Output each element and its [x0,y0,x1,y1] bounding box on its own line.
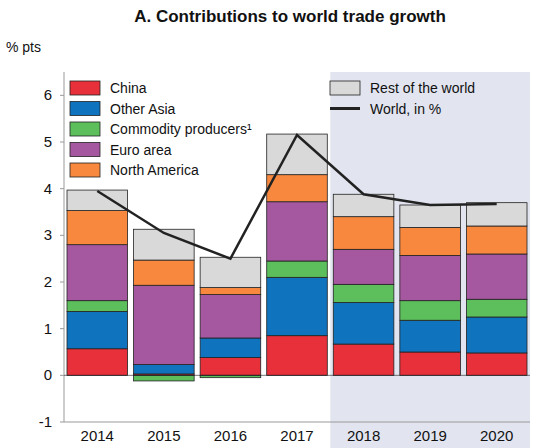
y-label: % pts [6,39,41,55]
y-tick-label: 0 [44,366,52,383]
bar-segment [267,175,328,202]
plot [67,134,527,381]
x-tick-label: 2014 [81,427,114,444]
bar-segment [400,227,461,255]
legend-label: North America [110,162,199,178]
legend-label: Commodity producers¹ [110,121,252,137]
bar-segment [267,336,328,376]
y-tick-label: 2 [44,273,52,290]
bar-segment [200,257,261,287]
legend-swatch [330,81,360,95]
bar-segment [333,284,394,302]
x-tick-label: 2016 [214,427,247,444]
y-tick-label: -1 [39,413,52,430]
projection-shade [330,72,530,448]
y-tick-label: 6 [44,86,52,103]
zero-line [64,375,530,376]
y-tick [60,328,64,329]
y-axis [64,72,65,422]
bar-segment [67,311,128,348]
legend-swatch [70,102,100,116]
x-tick-label: 2017 [280,427,313,444]
line-series [97,135,496,259]
y-tick [60,95,64,96]
x-axis [64,422,530,423]
x-tick-label: 2019 [413,427,446,444]
y-tick [60,235,64,236]
bar-segment [400,352,461,375]
y-tick-label: 4 [44,180,52,197]
bar-segment [466,203,527,226]
bar-segment [267,261,328,277]
legend-swatch [70,122,100,136]
y-tick-label: 3 [44,226,52,243]
bar-segment [400,255,461,300]
bar-segment [333,303,394,345]
bar-segment [400,205,461,227]
bar-segment [333,344,394,375]
bar-segment [466,254,527,299]
y-tick [60,142,64,143]
x-tick-label: 2018 [347,427,380,444]
legend-label: Euro area [110,142,172,158]
bar-segment [267,277,328,335]
legend-swatch [70,163,100,177]
x-tick-label: 2015 [147,427,180,444]
bar-segment [67,349,128,376]
bar-segment [200,338,261,358]
bar-segment [134,260,195,285]
legend-line [330,107,360,110]
bar-segment [134,285,195,364]
bar-segment [267,202,328,261]
y-tick-label: 1 [44,320,52,337]
legend-label: World, in % [370,101,441,117]
bar-segment [466,353,527,375]
y-tick [60,282,64,283]
bar-segment [466,299,527,317]
y-tick [60,422,64,423]
bar-segment [200,288,261,295]
bar-segment [134,375,195,381]
legend-label: Other Asia [110,101,176,117]
bar-segment [67,211,128,245]
bar-segment [67,301,128,312]
bar-segment [400,320,461,352]
y-tick [60,188,64,189]
bar-segment [200,375,261,377]
bar-segment [200,295,261,338]
x-tick-label: 2020 [480,427,513,444]
bar-segment [400,301,461,321]
bar-segment [67,190,128,211]
y-tick-label: 5 [44,133,52,150]
legend-swatch [70,81,100,95]
bar-segment [67,245,128,301]
bar-segment [200,358,261,376]
bar-segment [466,317,527,353]
legend-label: China [110,80,147,96]
legend-label: Rest of the world [370,80,475,96]
bar-segment [466,226,527,254]
bar-segment [333,249,394,284]
legend-swatch [70,143,100,157]
title: A. Contributions to world trade growth [134,7,446,26]
chart: A. Contributions to world trade growth % … [0,0,537,448]
bar-segment [134,365,195,374]
y-tick [60,375,64,376]
bar-segment [333,217,394,250]
